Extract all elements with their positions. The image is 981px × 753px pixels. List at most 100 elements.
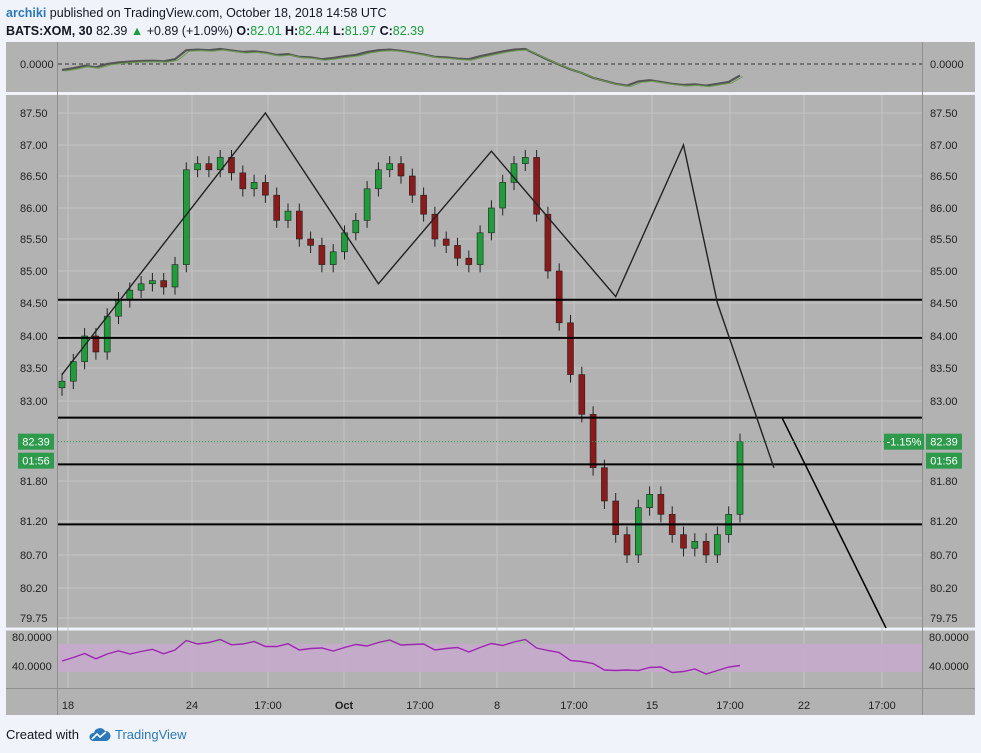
candle [521,157,529,164]
right-price-tick: 79.75 [930,613,958,625]
price-badges: 82.39 01:56 -1.15% 82.39 01:56 [18,433,962,469]
zigzag-pattern[interactable] [61,111,775,468]
right-countdown: 01:56 [930,456,958,468]
right-last-price-bg [926,433,962,450]
time-tick: 15 [646,700,658,712]
left-last-price: 82.39 [22,437,50,449]
candle [623,534,631,556]
candle [567,322,574,375]
candle [216,157,224,171]
left-price-tick: 81.20 [20,516,48,528]
author-link[interactable]: archiki [6,6,47,20]
change-value: +0.89 (+1.09%) [146,24,233,38]
price-pane [57,95,923,628]
time-tick: 17:00 [868,700,896,712]
candle [386,163,394,171]
candle [205,163,213,171]
candle [601,467,608,502]
candle [70,361,77,382]
candle [544,213,552,272]
right-price-tick: 80.70 [930,550,958,562]
candle [657,494,665,515]
candle [329,251,337,265]
candle [612,500,620,535]
candle [284,210,292,221]
oscillator-zero-label: 0.0000 [930,59,964,71]
candle [533,157,540,215]
candle [499,182,507,209]
created-with-label: Created with [6,727,79,742]
oscillator-zero-label: 0.0000 [20,59,54,71]
rsi-band [58,644,922,672]
candles [58,149,744,563]
candle [160,280,167,288]
left-axis [6,42,57,688]
chart-area[interactable]: 0.0000 0.0000 80.0000 80.0000 40.0000 40.000… [0,0,981,720]
candle [408,175,416,196]
left-price-tick: 80.20 [20,583,48,595]
right-price-tick: 81.80 [930,476,958,488]
candle [126,289,134,301]
candle [646,494,653,508]
chart-header: archiki published on TradingView.com, Oc… [6,4,424,40]
rsi-line [61,638,741,675]
candle [691,541,699,549]
candle [431,213,439,240]
candle [578,374,586,415]
right-price-tick: 86.00 [930,203,958,215]
low-label: L: [332,24,345,38]
close-value: 82.39 [392,24,425,38]
candle [397,163,405,177]
candle [352,220,360,234]
time-tick: 17:00 [560,700,588,712]
candle [58,380,66,389]
left-last-price-bg [18,433,54,450]
symbol-label[interactable]: BATS:XOM, 30 [6,24,93,38]
left-price-tick: 87.50 [20,108,48,120]
candle [702,541,710,556]
candle [239,172,247,190]
horizontal-levels[interactable] [58,298,922,629]
candle [510,163,518,183]
candle [465,257,473,265]
left-price-tick: 86.50 [20,171,48,183]
candle [488,207,495,234]
tradingview-link[interactable]: TradingView [114,727,187,742]
axis-labels: 87.50 87.50 87.00 87.00 86.50 86.50 86.00 86.00… [20,108,958,712]
candle [273,194,281,221]
candle [363,188,371,221]
close-label: C: [379,24,393,38]
candle [250,182,258,190]
footer: Created with TradingView [6,727,187,742]
time-tick: 18 [62,700,74,712]
time-tick: 8 [494,700,500,712]
right-price-tick: 84.50 [930,298,958,310]
left-price-tick: 79.75 [20,613,48,625]
grid [58,95,922,688]
oscillator-line [61,47,741,87]
candle [634,507,642,556]
candle [454,245,461,259]
right-price-tick: 81.20 [930,516,958,528]
right-price-tick: 84.00 [930,331,958,343]
time-tick: Oct [335,700,354,712]
candle [680,534,687,549]
left-price-tick: 84.00 [20,331,48,343]
publish-info: published on TradingView.com, October 18… [49,6,387,20]
time-tick: 17:00 [716,700,744,712]
open-value: 82.01 [250,24,282,38]
right-countdown-bg [926,452,962,469]
high-label: H: [285,24,299,38]
left-price-tick: 85.50 [20,234,48,246]
candle [318,245,326,265]
candle [736,441,744,515]
left-countdown: 01:56 [22,456,50,468]
candle [589,414,597,468]
low-value: 81.97 [344,24,377,38]
rsi-right-label: 40.0000 [929,661,969,673]
high-value: 82.44 [298,24,330,38]
right-price-tick: 85.00 [930,266,958,278]
candle [714,534,721,556]
candle [262,182,269,196]
rsi: 80.0000 80.0000 40.0000 40.0000 [12,632,969,675]
